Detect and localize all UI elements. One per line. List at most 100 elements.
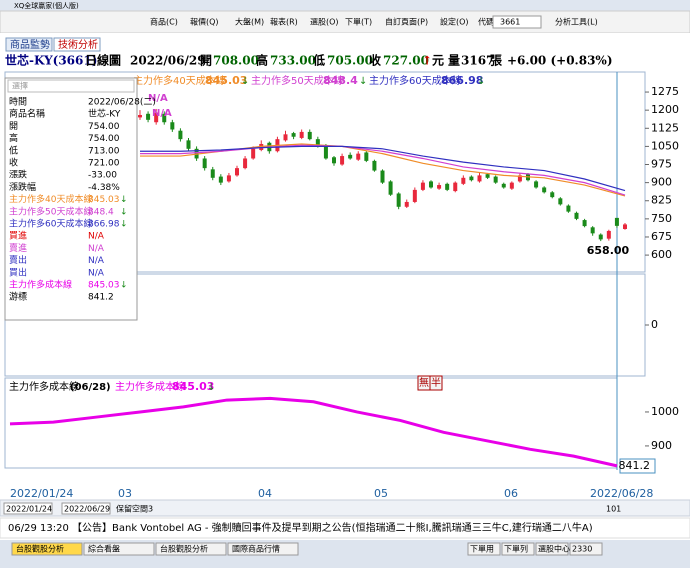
candle-body xyxy=(356,153,361,160)
candle-body xyxy=(445,183,450,190)
data-arrow: ↓ xyxy=(120,281,128,291)
menu-item: 報價(Q) xyxy=(190,18,219,27)
data-arrow: ↓ xyxy=(120,220,128,230)
tab-strip xyxy=(0,33,690,53)
data-value: 841.2 xyxy=(88,293,114,303)
date-to[interactable] xyxy=(61,502,111,515)
header-text: 低 xyxy=(312,53,325,68)
x-tick-label: 04 xyxy=(258,487,272,500)
legend-name: 主力作多成本線 xyxy=(115,380,185,393)
candle-body xyxy=(566,205,571,212)
taskbar-tab-label: 台股觀股分析 xyxy=(16,544,64,554)
candle-body xyxy=(235,168,239,176)
candle-body xyxy=(453,182,458,192)
legend-value: 848.4 xyxy=(323,74,358,87)
candle-body xyxy=(412,189,417,202)
menu-item: 代碼 xyxy=(478,17,494,27)
tab[interactable] xyxy=(5,37,53,52)
data-window-placeholder: 選擇 xyxy=(12,81,28,91)
candle-body xyxy=(283,134,288,141)
data-value: 845.03 xyxy=(88,195,120,205)
ma-line xyxy=(140,145,626,192)
code-input[interactable] xyxy=(492,15,542,29)
tab-label: 技術分析 xyxy=(58,38,98,51)
candle-body xyxy=(243,158,248,169)
legend-value: 845.03 xyxy=(205,74,247,87)
candle-body xyxy=(542,187,547,193)
y-tick-label: 0 xyxy=(651,318,658,331)
candle-body xyxy=(485,174,490,178)
header-text: 708.00 xyxy=(213,54,259,68)
taskbar-button[interactable] xyxy=(535,542,569,556)
reserve-value: 3 xyxy=(148,505,153,514)
candle-body xyxy=(404,201,409,207)
candle-body xyxy=(315,139,320,147)
data-value: -33.00 xyxy=(88,171,117,181)
y-tick-label: 1275 xyxy=(651,85,679,98)
candle-body xyxy=(218,176,223,183)
data-value: 世芯-KY xyxy=(88,108,121,120)
data-value: N/A xyxy=(88,232,105,242)
data-label: 主力作多50天成本線 xyxy=(9,205,92,217)
taskbar-button[interactable] xyxy=(467,542,501,556)
data-value: 754.00 xyxy=(88,134,120,144)
menu-item: 選股(O) xyxy=(310,17,339,27)
cursor-tag-label: 841.2 xyxy=(619,459,651,472)
x-tick-label: 05 xyxy=(374,487,388,500)
header-text: 2022/06/29 xyxy=(130,54,206,68)
data-value: 848.4 xyxy=(88,207,114,217)
y-tick-label: 1050 xyxy=(651,139,679,152)
taskbar-tab[interactable] xyxy=(11,542,83,556)
header-text: 705.00 xyxy=(327,54,373,68)
candle-body xyxy=(226,175,231,182)
data-arrow: ↓ xyxy=(120,195,128,205)
candle-body xyxy=(388,181,393,195)
data-label: 高 xyxy=(9,132,18,144)
taskbar-button[interactable] xyxy=(501,542,535,556)
candle-body xyxy=(558,198,563,205)
tab-label: 商品監勢 xyxy=(10,38,50,51)
scroll-bar[interactable] xyxy=(0,499,690,517)
menu-item: 分析工具(L) xyxy=(555,17,598,27)
candle-body xyxy=(582,220,587,227)
data-label: 買進 xyxy=(9,230,27,242)
y-tick-label: 1125 xyxy=(651,121,679,134)
data-label: 主力作多60天成本線 xyxy=(9,218,92,230)
menu-item: 報表(R) xyxy=(270,17,298,27)
taskbar-tab-label: 國際商品行情 xyxy=(232,544,280,554)
ma-line xyxy=(140,144,626,196)
candle-body xyxy=(550,192,555,198)
data-label: 時間 xyxy=(9,97,27,108)
candle-body xyxy=(509,182,514,189)
legend-name: 主力作多50天成本線 xyxy=(251,74,344,87)
indicator-button[interactable] xyxy=(429,375,443,391)
header-text: 3167 xyxy=(461,54,494,68)
taskbar-tab[interactable] xyxy=(227,542,299,556)
taskbar-button[interactable] xyxy=(569,542,603,556)
data-value: 866.98 xyxy=(88,220,120,230)
data-window-select[interactable] xyxy=(7,79,135,93)
y-tick-label: 975 xyxy=(651,158,672,171)
candle-body xyxy=(396,193,401,207)
y-tick-label: 1000 xyxy=(651,405,679,418)
data-value: 845.03 xyxy=(88,281,120,291)
candle-body xyxy=(170,122,175,130)
date-from[interactable] xyxy=(3,502,53,515)
y-tick-label: 675 xyxy=(651,230,672,243)
candle-body xyxy=(372,160,377,171)
candle-body xyxy=(138,114,142,118)
tab[interactable] xyxy=(53,37,101,52)
data-label: 漲跌幅 xyxy=(9,181,36,193)
title-bar xyxy=(0,0,690,11)
data-label: 開 xyxy=(9,121,18,132)
header-text: ↑ xyxy=(422,54,432,68)
taskbar-tab[interactable] xyxy=(155,542,227,556)
candle-body xyxy=(501,183,506,188)
indicator-subtitle: (06/28) xyxy=(70,382,111,393)
taskbar-tab[interactable] xyxy=(83,542,155,556)
legend-arrow: ↓ xyxy=(207,382,215,393)
overlay-label: N/A xyxy=(148,93,168,104)
menu-item: 下單(T) xyxy=(345,18,372,27)
news-bar xyxy=(0,517,690,539)
